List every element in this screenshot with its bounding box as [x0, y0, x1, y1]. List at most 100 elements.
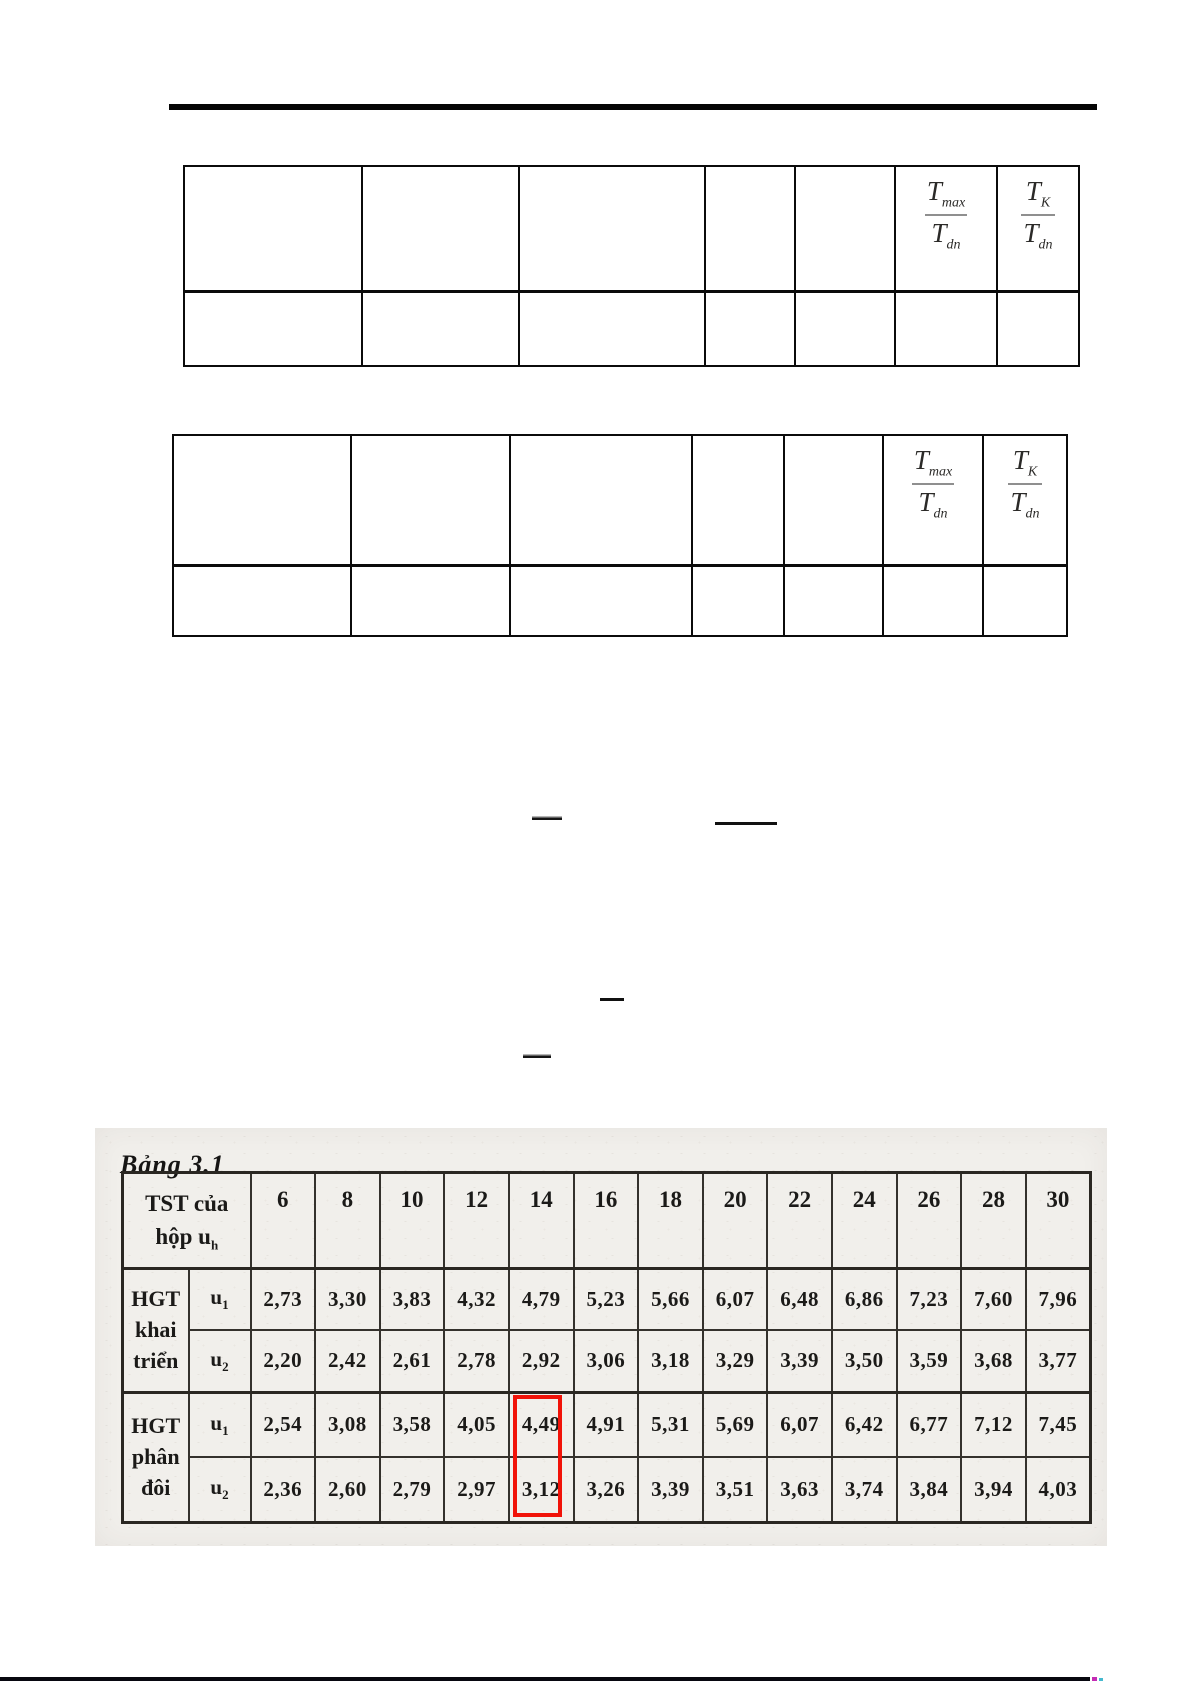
- value-cell: 3,74: [830, 1455, 898, 1524]
- row-label: u1: [187, 1267, 252, 1331]
- value-cell: 3,59: [895, 1328, 963, 1394]
- group-label: HGT khai triển: [121, 1267, 190, 1394]
- value-cell: 6,77: [895, 1391, 963, 1458]
- fraction-bar-icon: [911, 483, 955, 486]
- scan-artifact-dot: [1099, 1678, 1103, 1681]
- bang31-body: TST của hộp uh 6 8 10 12 14 16 18 20 22 24 26 28 30 …: [121, 1171, 1092, 1524]
- fraction-tk-tdn: TK Tdn: [1008, 445, 1042, 522]
- value-cell: 6,42: [830, 1391, 898, 1458]
- tmax-tdn-header-cell: Tmax Tdn: [894, 165, 998, 293]
- fraction-bar: [523, 1054, 551, 1058]
- column-header: 14: [507, 1171, 575, 1270]
- empty-cell: [509, 434, 693, 567]
- empty-cell: [361, 165, 520, 293]
- column-header: 30: [1024, 1171, 1092, 1270]
- empty-cell: [509, 564, 693, 637]
- empty-cell: [172, 564, 352, 637]
- value-cell: 3,30: [314, 1267, 381, 1331]
- empty-cell: [794, 290, 896, 367]
- value-cell: 4,49: [507, 1391, 575, 1458]
- empty-cell: [350, 434, 511, 567]
- row-label: u2: [187, 1455, 252, 1524]
- empty-cell: [996, 290, 1080, 367]
- empty-cell: [882, 564, 984, 637]
- value-cell: 3,26: [572, 1455, 640, 1524]
- highlight-box: [513, 1395, 562, 1517]
- empty-cell: [783, 434, 884, 567]
- table-row: u2 2,20 2,42 2,61 2,78 2,92 3,06 3,18 3,29 3,39 3,…: [123, 1328, 1092, 1394]
- scan-artifact-dot: [1092, 1677, 1097, 1681]
- value-cell: 6,07: [701, 1267, 769, 1331]
- spec-table-2-data-row: [172, 564, 1068, 637]
- spec-table-1-header-row: Tmax Tdn TK Tdn: [183, 165, 1080, 293]
- empty-cell: [691, 434, 785, 567]
- empty-cell: [518, 290, 706, 367]
- value-cell: 5,66: [637, 1267, 704, 1331]
- top-horizontal-rule: [169, 104, 1097, 110]
- value-cell: 3,12: [507, 1455, 575, 1524]
- value-cell: 2,61: [378, 1328, 446, 1394]
- value-cell: 5,23: [572, 1267, 640, 1331]
- value-cell: 3,94: [960, 1455, 1027, 1524]
- fraction-tmax-tdn: Tmax Tdn: [911, 445, 955, 522]
- column-header: 24: [830, 1171, 898, 1270]
- fraction-bar: [715, 822, 777, 825]
- empty-cell: [783, 564, 884, 637]
- value-cell: 3,29: [701, 1328, 769, 1394]
- value-cell: 2,36: [249, 1455, 317, 1524]
- fraction-bar-icon: [1021, 214, 1055, 217]
- row-label: u2: [187, 1328, 252, 1394]
- value-cell: 5,31: [637, 1391, 704, 1458]
- spec-table-2: Tmax Tdn TK Tdn: [172, 434, 1068, 637]
- value-cell: 7,96: [1024, 1267, 1092, 1331]
- bang31-corner-cell: TST của hộp uh: [121, 1171, 252, 1270]
- tk-tdn-header-cell: TK Tdn: [996, 165, 1080, 293]
- value-cell: 3,51: [701, 1455, 769, 1524]
- empty-cell: [704, 290, 796, 367]
- group-label: HGT phân đôi: [121, 1391, 190, 1524]
- empty-cell: [704, 165, 796, 293]
- spec-table-1-data-row: [183, 290, 1080, 367]
- value-cell: 4,79: [507, 1267, 575, 1331]
- table-row: HGT phân đôi u1 2,54 3,08 3,58 4,05 4,49 4,91 5,31…: [121, 1391, 1092, 1524]
- empty-cell: [350, 564, 511, 637]
- table-row: HGT khai triển u1 2,73 3,30 3,83 4,32 4,79 5,23 5,…: [121, 1267, 1092, 1394]
- fraction-tmax-tdn: Tmax Tdn: [924, 176, 968, 253]
- value-cell: 7,60: [960, 1267, 1027, 1331]
- value-cell: 3,50: [830, 1328, 898, 1394]
- value-cell: 3,77: [1024, 1328, 1092, 1394]
- value-cell: 3,58: [378, 1391, 446, 1458]
- value-cell: 3,06: [572, 1328, 640, 1394]
- fraction-bar-icon: [924, 214, 968, 217]
- value-cell: 7,12: [960, 1391, 1027, 1458]
- value-cell: 4,05: [443, 1391, 510, 1458]
- value-cell: 3,84: [895, 1455, 963, 1524]
- column-header: 26: [895, 1171, 963, 1270]
- value-cell: 6,07: [766, 1391, 833, 1458]
- bottom-horizontal-rule: [0, 1677, 1090, 1681]
- tmax-tdn-header-cell: Tmax Tdn: [882, 434, 984, 567]
- empty-cell: [518, 165, 706, 293]
- tk-tdn-header-cell: TK Tdn: [982, 434, 1068, 567]
- value-cell: 2,20: [249, 1328, 317, 1394]
- corner-line-1: TST của: [145, 1191, 229, 1216]
- empty-cell: [982, 564, 1068, 637]
- value-cell: 7,45: [1024, 1391, 1092, 1458]
- empty-cell: [691, 564, 785, 637]
- value-cell: 2,60: [314, 1455, 381, 1524]
- column-header: 20: [701, 1171, 769, 1270]
- value-cell: 3,63: [766, 1455, 833, 1524]
- empty-cell: [894, 290, 998, 367]
- value-cell: 5,69: [701, 1391, 769, 1458]
- value-cell: 2,42: [314, 1328, 381, 1394]
- value-cell: 6,48: [766, 1267, 833, 1331]
- spec-table-2-header-row: Tmax Tdn TK Tdn: [172, 434, 1068, 567]
- value-cell: 6,86: [830, 1267, 898, 1331]
- column-header: 28: [960, 1171, 1027, 1270]
- fraction-bar: [532, 816, 562, 820]
- value-cell: 3,68: [960, 1328, 1027, 1394]
- value-cell: 4,32: [443, 1267, 510, 1331]
- value-cell: 3,39: [766, 1328, 833, 1394]
- value-cell: 2,78: [443, 1328, 510, 1394]
